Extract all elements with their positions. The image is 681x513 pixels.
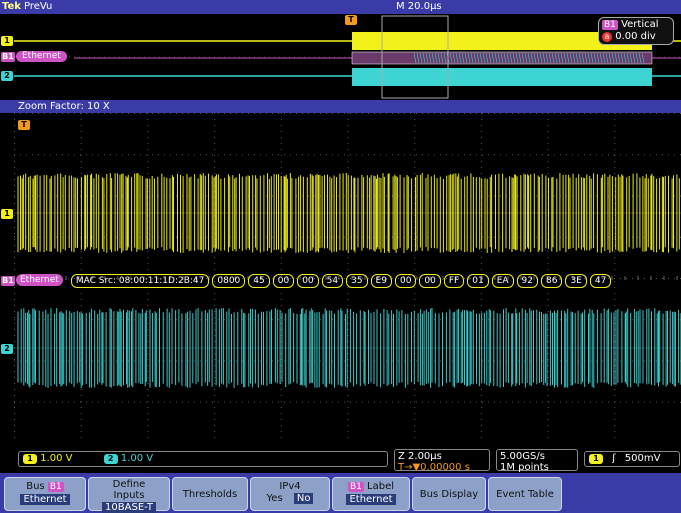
record-length: 1M points — [500, 462, 549, 473]
zoom-header-bar: Zoom Factor: 10 X — [0, 100, 681, 113]
decode-byte: 35 — [346, 274, 368, 288]
bus-marker-icon[interactable]: B1 — [1, 52, 15, 62]
zoom-bus-label: Ethernet — [16, 274, 63, 286]
decode-byte: 01 — [467, 274, 489, 288]
bottom-menu-bar: Bus B1 Ethernet Define Inputs 10BASE-T T… — [0, 473, 681, 513]
bus-button-value: Ethernet — [20, 494, 70, 505]
trigger-position: T→▼0.00000 s — [398, 462, 470, 473]
readout-bar: 1 1.00 V 2 1.00 V Z 2.00µs T→▼0.00000 s … — [0, 447, 681, 473]
trigger-source-icon: 1 — [589, 454, 603, 464]
overview-bus-label: Ethernet — [16, 51, 67, 62]
ipv4-no-option[interactable]: No — [293, 493, 314, 504]
b1-label-badge: B1 — [347, 482, 364, 492]
knob-a-icon: a — [602, 32, 612, 42]
b1-label-text: Label — [367, 481, 395, 492]
bus-decode-row: Ethernet MAC Src: 08:00:11:1D:2B:47 0800 4… — [16, 274, 681, 288]
zoom-waveform-area[interactable] — [13, 113, 681, 444]
define-inputs-label-2: Inputs — [113, 490, 145, 501]
decode-byte: 86 — [540, 274, 563, 288]
channel-scale-box[interactable]: 1 1.00 V 2 1.00 V — [18, 451, 388, 467]
bus-button-label: Bus — [26, 481, 45, 492]
timebase-readout: M 20.0µs — [396, 1, 442, 12]
vertical-position-readout[interactable]: B1 Vertical a 0.00 div — [598, 17, 674, 45]
decode-byte: 54 — [321, 274, 344, 288]
decode-byte: E9 — [370, 274, 392, 288]
horizontal-readout[interactable]: Z 2.00µs T→▼0.00000 s — [394, 449, 490, 473]
decode-byte: 00 — [394, 274, 417, 288]
acquisition-readout[interactable]: 5.00GS/s 1M points — [496, 449, 578, 473]
decode-byte: 00 — [419, 274, 441, 288]
zoom-ch2-marker-icon[interactable]: 2 — [1, 344, 13, 354]
decode-byte: EA — [491, 274, 514, 288]
decode-byte: 47 — [589, 274, 612, 288]
decode-byte: 92 — [516, 274, 538, 288]
trigger-slope-icon: ʃ — [612, 453, 616, 464]
ch1-scale: 1.00 V — [40, 453, 73, 464]
acquisition-mode: PreVu — [24, 1, 53, 12]
ipv4-label: IPv4 — [279, 481, 301, 492]
event-table-button[interactable]: Event Table — [488, 477, 562, 511]
decode-byte: 45 — [248, 274, 270, 288]
trigger-position-icon[interactable]: T — [345, 15, 357, 25]
zoom-scale: Z 2.00µs — [398, 451, 442, 462]
ch2-scale: 1.00 V — [120, 453, 154, 464]
define-inputs-label-1: Define — [112, 479, 146, 490]
sample-rate: 5.00GS/s — [500, 451, 545, 462]
decode-mac-src: MAC Src: 08:00:11:1D:2B:47 — [70, 274, 210, 288]
ipv4-button[interactable]: IPv4 Yes No — [250, 477, 330, 511]
ch2-marker-icon[interactable]: 2 — [1, 71, 13, 81]
decode-byte: 0800 — [212, 274, 246, 288]
zoom-bus-marker-icon[interactable]: B1 — [1, 276, 15, 286]
decode-byte: 00 — [297, 274, 319, 288]
trigger-level: 500mV — [624, 453, 661, 464]
bus-display-button[interactable]: Bus Display — [412, 477, 486, 511]
overview-waveform-area[interactable] — [14, 14, 681, 101]
top-status-bar: Tek PreVu M 20.0µs — [0, 0, 681, 14]
ch1-marker-icon[interactable]: 1 — [1, 36, 13, 46]
ch2-scale-icon: 2 — [103, 454, 118, 464]
bus-button-badge: B1 — [47, 482, 64, 492]
vertical-bus-badge: B1 — [602, 20, 618, 30]
trigger-readout[interactable]: 1 ʃ 500mV — [584, 451, 680, 467]
vertical-title: Vertical — [621, 19, 659, 30]
thresholds-button[interactable]: Thresholds — [172, 477, 248, 511]
zoom-trigger-icon[interactable]: T — [18, 120, 30, 130]
vertical-value: 0.00 div — [615, 31, 656, 42]
b1-label-button[interactable]: B1 Label Ethernet — [332, 477, 410, 511]
ipv4-yes-option[interactable]: Yes — [266, 493, 283, 504]
b1-label-value: Ethernet — [346, 494, 396, 505]
define-inputs-value: 10BASE-T — [102, 502, 156, 513]
decode-byte: 00 — [272, 274, 295, 288]
ch1-scale-icon: 1 — [23, 454, 37, 464]
zoom-factor-label: Zoom Factor: 10 X — [18, 101, 110, 112]
zoom-graticule — [13, 113, 681, 444]
zoom-ch1-marker-icon[interactable]: 1 — [1, 209, 13, 219]
brand-logo: Tek — [2, 1, 21, 12]
overview-graticule — [14, 15, 681, 99]
decode-byte: FF — [443, 274, 465, 288]
bus-button[interactable]: Bus B1 Ethernet — [4, 477, 86, 511]
decode-byte: 3E — [565, 274, 587, 288]
define-inputs-button[interactable]: Define Inputs 10BASE-T — [88, 477, 170, 513]
